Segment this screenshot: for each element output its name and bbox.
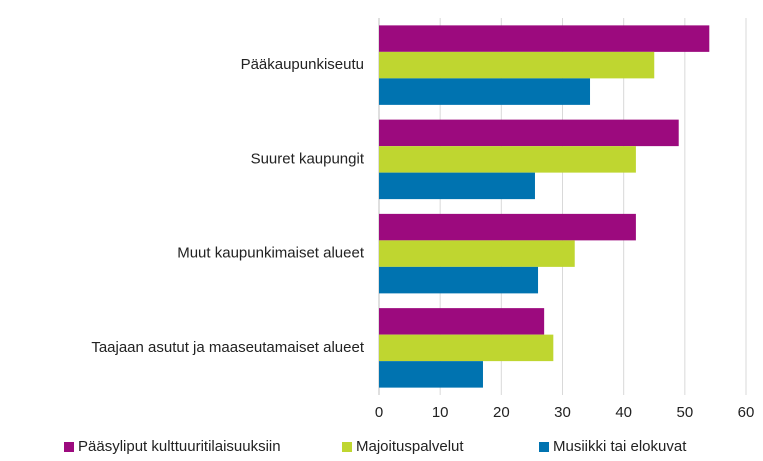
y-tick-label: Pääkaupunkiseutu: [241, 56, 364, 73]
x-tick-label: 30: [554, 404, 571, 421]
bar: [379, 334, 554, 362]
bar: [379, 308, 545, 335]
x-tick-label: 0: [375, 404, 383, 421]
bar: [379, 172, 535, 200]
legend-swatch: [64, 442, 74, 452]
bar: [379, 119, 679, 147]
legend-swatch: [539, 442, 549, 452]
x-tick-label: 20: [493, 404, 510, 421]
bar: [379, 240, 575, 267]
legend-swatch: [342, 442, 352, 452]
legend-label: Pääsyliput kulttuuritilaisuuksiin: [78, 438, 281, 455]
x-tick-label: 60: [738, 404, 755, 421]
legend-label: Musiikki tai elokuvat: [553, 438, 687, 455]
bar: [379, 146, 636, 173]
legend-label: Majoituspalvelut: [356, 438, 464, 455]
x-tick-label: 40: [615, 404, 632, 421]
bar: [379, 213, 636, 241]
bar: [379, 51, 655, 79]
bar: [379, 266, 539, 294]
bar: [379, 25, 710, 52]
x-tick-label: 50: [676, 404, 693, 421]
x-tick-label: 10: [432, 404, 449, 421]
bar: [379, 361, 483, 388]
bar: [379, 78, 591, 105]
y-tick-label: Suuret kaupungit: [251, 150, 365, 167]
y-tick-label: Muut kaupunkimaiset alueet: [177, 245, 365, 262]
y-tick-label: Taajaan asutut ja maaseutamaiset alueet: [91, 339, 365, 356]
